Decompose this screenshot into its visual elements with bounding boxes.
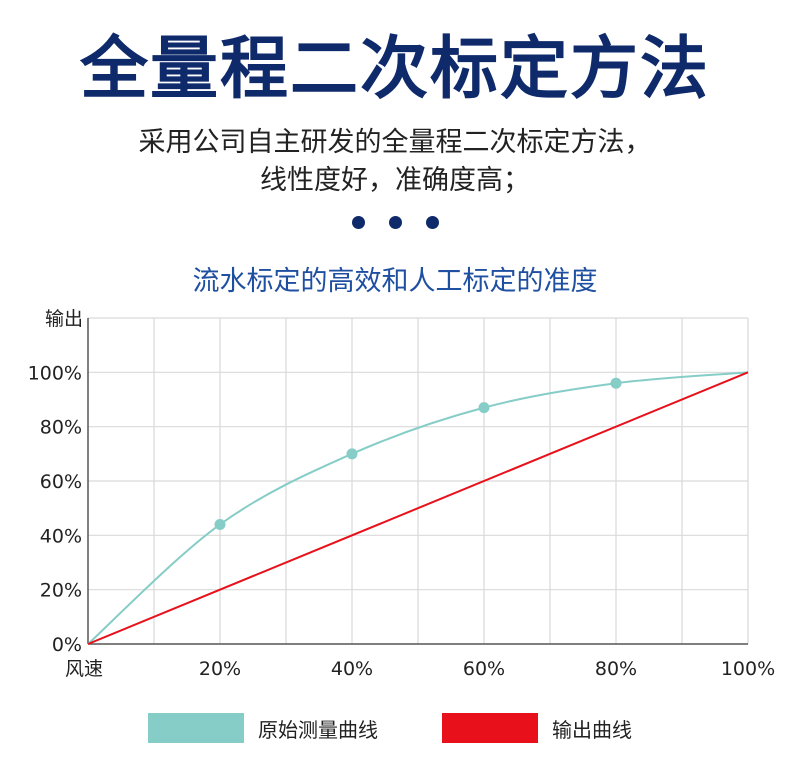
dot-icon [425,216,439,229]
x-tick-label: 40% [331,658,373,680]
x-tick-label: 60% [463,658,505,680]
legend-label-raw: 原始测量曲线 [258,717,378,742]
subtitle: 采用公司自主研发的全量程二次标定方法， 线性度好，准确度高； [0,124,790,200]
dot-icon [388,216,402,229]
y-tick-label: 20% [40,580,82,602]
legend-item-output: 输出曲线 [442,708,632,748]
legend: 原始测量曲线 输出曲线 [0,708,790,748]
dot-icon [351,216,365,229]
data-point-raw [478,402,490,414]
data-point-raw [346,448,358,460]
y-tick-label: 40% [40,525,82,547]
data-point-raw [610,377,622,389]
legend-swatch-raw [148,713,244,743]
y-tick-label: 0% [52,634,82,656]
x-axis-label: 风速 [65,658,103,680]
subtitle-line-2: 线性度好，准确度高； [260,165,530,196]
subtitle-line-1: 采用公司自主研发的全量程二次标定方法， [138,127,652,158]
series-line-raw [87,371,749,645]
separator-dots [0,214,790,233]
page-title: 全量程二次标定方法 [79,30,710,109]
series-line-output [87,371,749,645]
legend-item-raw: 原始测量曲线 [148,708,378,748]
data-point-raw [214,518,226,530]
x-tick-label: 100% [721,658,775,680]
y-axis-label: 输出 [45,308,83,330]
legend-label-output: 输出曲线 [552,717,632,742]
chart-title: 流水标定的高效和人工标定的准度 [192,266,598,297]
y-tick-label: 100% [28,362,82,384]
x-tick-label: 80% [595,658,637,680]
y-tick-label: 80% [40,417,82,439]
y-tick-label: 60% [40,471,82,493]
x-tick-label: 20% [199,658,241,680]
legend-swatch-output [442,713,538,743]
